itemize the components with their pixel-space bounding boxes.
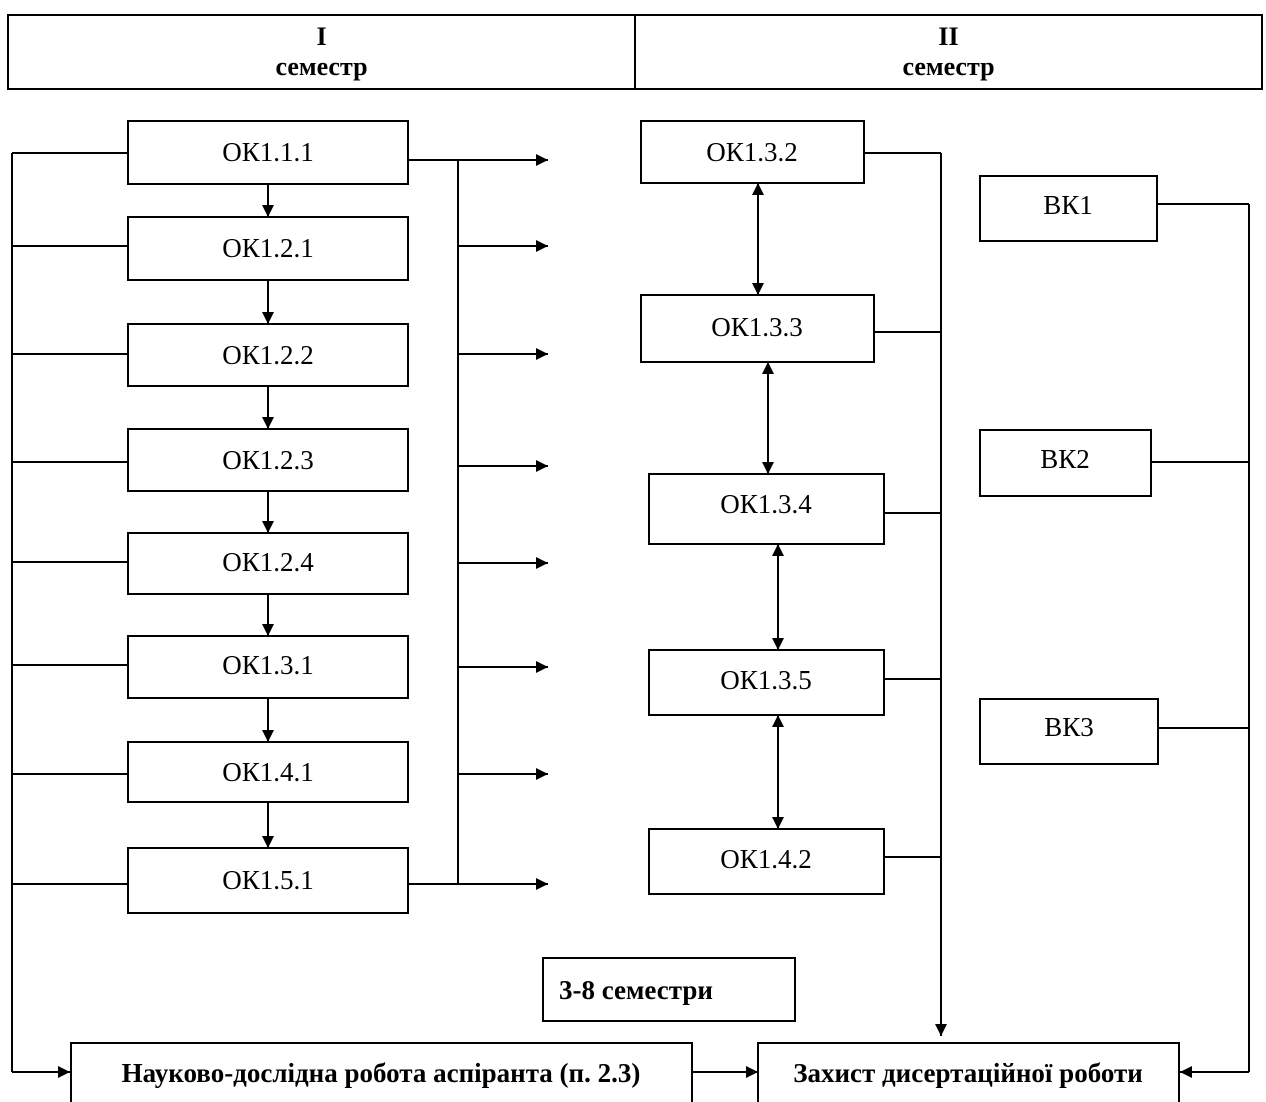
elective-boxes: ВК1 ВК2 ВК3	[979, 175, 1159, 765]
elective-label: ВК3	[1044, 712, 1094, 742]
course-box: ОК1.2.4	[127, 532, 409, 595]
semester-2-boxes: ОК1.3.2 ОК1.3.3 ОК1.3.4 ОК1.3.5 ОК1.4.2	[640, 120, 885, 895]
research-work-label: Науково-дослідна робота аспіранта (п. 2.…	[122, 1058, 641, 1088]
semester-1-boxes: ОК1.1.1 ОК1.2.1 ОК1.2.2 ОК1.2.3 ОК1.2.4 …	[127, 120, 409, 914]
semester-2-roman: II	[938, 22, 959, 51]
course-label: ОК1.2.2	[222, 340, 314, 370]
semester-2-header: II семестр	[634, 14, 1263, 90]
course-box: ОК1.2.2	[127, 323, 409, 387]
elective-label: ВК2	[1040, 444, 1090, 474]
semester-1-header: I семестр	[7, 14, 636, 90]
elective-label: ВК1	[1043, 190, 1093, 220]
course-label: ОК1.3.5	[720, 665, 812, 695]
course-box: ОК1.3.5	[648, 649, 885, 716]
course-label: ОК1.3.2	[706, 137, 798, 167]
course-label: ОК1.2.1	[222, 233, 314, 263]
course-box: ОК1.1.1	[127, 120, 409, 185]
semester-2-label: семестр	[902, 52, 995, 81]
course-label: ОК1.4.1	[222, 757, 314, 787]
course-box: ОК1.3.4	[648, 473, 885, 545]
course-label: ОК1.2.4	[222, 547, 314, 577]
research-work-box: Науково-дослідна робота аспіранта (п. 2.…	[70, 1042, 693, 1102]
course-box: ОК1.2.1	[127, 216, 409, 281]
course-box: ОК1.3.2	[640, 120, 865, 184]
semester-1-roman: I	[316, 22, 327, 51]
course-label: ОК1.3.3	[711, 312, 803, 342]
course-box: ОК1.3.1	[127, 635, 409, 699]
course-label: ОК1.4.2	[720, 844, 812, 874]
semester-1-label: семестр	[275, 52, 368, 81]
course-label: ОК1.3.4	[720, 489, 812, 519]
course-label: ОК1.3.1	[222, 650, 314, 680]
course-label: ОК1.2.3	[222, 445, 314, 475]
course-label: ОК1.1.1	[222, 137, 314, 167]
course-box: ОК1.4.2	[648, 828, 885, 895]
dissertation-defense-box: Захист дисертаційної роботи	[757, 1042, 1180, 1102]
semesters-3-8-label: 3-8 семестри	[559, 975, 713, 1005]
course-label: ОК1.5.1	[222, 865, 314, 895]
course-box: ОК1.5.1	[127, 847, 409, 914]
semesters-3-8-box: 3-8 семестри	[542, 957, 796, 1022]
dissertation-defense-label: Захист дисертаційної роботи	[793, 1058, 1143, 1088]
elective-box: ВК2	[979, 429, 1152, 497]
course-box: ОК1.3.3	[640, 294, 875, 363]
elective-box: ВК1	[979, 175, 1158, 242]
course-box: ОК1.4.1	[127, 741, 409, 803]
elective-box: ВК3	[979, 698, 1159, 765]
course-box: ОК1.2.3	[127, 428, 409, 492]
semester-header-table: I семестр II семестр	[7, 14, 1263, 90]
